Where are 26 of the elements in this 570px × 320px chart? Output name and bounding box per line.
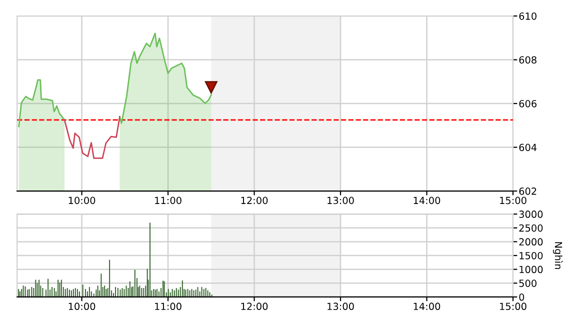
line-series [64,116,120,159]
x-tick-label: 10:00 [68,196,96,204]
x-tick-label: 12:00 [241,302,268,310]
x-tick-label: 14:00 [414,196,440,204]
x-tick-label: 14:00 [414,302,440,310]
y-tick-label: 500 [519,280,536,287]
y-tick-label: 606 [519,100,536,108]
y-tick-label: 604 [519,144,537,152]
x-tick-label: 10:00 [68,302,96,310]
y-tick-label: 3000 [519,210,543,218]
y-tick-label: 602 [519,188,536,195]
x-tick-label: 11:00 [155,302,182,310]
y-tick-label: 1000 [520,266,543,274]
y-axis-title: Nghìn [552,242,563,269]
y-tick-label: 1500 [520,252,543,260]
y-tick-label: 0 [519,293,524,301]
x-tick-label: 13:00 [328,196,354,204]
y-tick-label: 608 [519,56,536,64]
x-tick-label: 12:00 [241,196,268,204]
x-tick-label: 11:00 [155,196,182,204]
x-tick-label: 13:00 [328,302,354,310]
y-tick-label: 2000 [519,238,543,246]
y-tick-label: 2500 [519,224,543,232]
y-tick-label: 610 [519,12,536,20]
x-tick-label: 15:00 [500,302,526,310]
x-tick-label: 15:00 [500,196,526,204]
